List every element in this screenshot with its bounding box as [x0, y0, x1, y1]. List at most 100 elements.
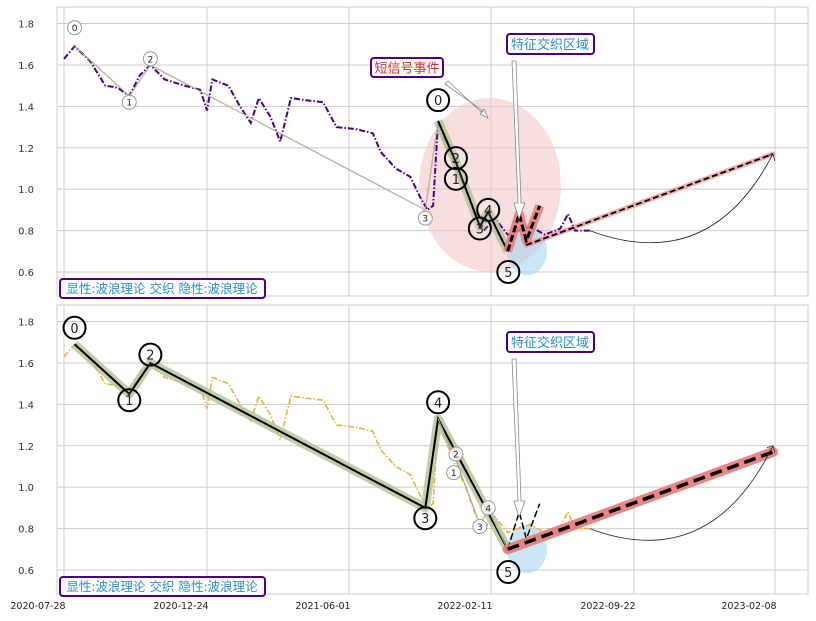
large-wave-point-label: 1 — [121, 94, 137, 110]
panel-1: 0.60.81.01.21.41.61.8 0123021435特征交织区域短信号… — [18, 6, 809, 299]
zone-arrow — [511, 60, 526, 221]
x-tick-label: 2020-07-28 — [10, 601, 65, 612]
large-wave-point-label: 0 — [67, 20, 83, 36]
event-label: 短信号事件 — [374, 62, 439, 77]
small-wave-point-label: 3 — [472, 519, 488, 535]
wave-label-circle — [496, 259, 521, 284]
y-tick-label: 0.6 — [18, 566, 34, 577]
y-tick-label: 1.8 — [18, 318, 34, 329]
legend-box-text: 显性:波浪理论 交织 隐性:波浪理论 — [66, 579, 258, 594]
large-wave-point-label: 5 — [496, 560, 521, 585]
projection-arc — [589, 445, 774, 541]
wave-label-circle — [448, 446, 464, 462]
legend-box — [59, 576, 266, 597]
wave-label-circle — [138, 342, 163, 367]
small-wave-point-label: 1 — [446, 465, 462, 481]
wave-label-text: 0 — [434, 94, 442, 109]
y-tick-label: 0.8 — [18, 227, 34, 238]
wave-label-circle — [446, 465, 462, 481]
x-tick-label: 2023-02-08 — [721, 601, 776, 612]
wave-label-circle — [443, 166, 468, 191]
y-tick-label: 1.2 — [18, 144, 34, 155]
wave-label-text: 0 — [70, 322, 78, 337]
wave-label-text: 1 — [125, 394, 133, 409]
legend-box-text: 显性:波浪理论 交织 隐性:波浪理论 — [66, 281, 258, 296]
wave-label-circle — [472, 519, 488, 535]
large-wave-point-label: 0 — [62, 315, 87, 340]
zone-label: 特征交织区域 — [511, 37, 589, 53]
wave-label-text: 4 — [485, 504, 491, 514]
y-tick-label: 0.8 — [18, 525, 34, 536]
wave-label-circle — [413, 506, 438, 531]
wave-label-text: 3 — [476, 223, 484, 238]
y-tick-label: 1.2 — [18, 442, 34, 453]
y-tick-label: 1.4 — [18, 102, 34, 113]
y-tick-label: 1.6 — [18, 61, 34, 72]
wave-label-text: 4 — [484, 204, 492, 219]
zigzag-line — [506, 205, 542, 252]
wave-label-circle — [121, 94, 137, 110]
wave-label-text: 5 — [504, 266, 512, 281]
price-line — [63, 44, 590, 236]
wave-label-text: 0 — [72, 24, 78, 34]
y-tick-label: 1.0 — [18, 483, 34, 494]
wave-label-text: 2 — [146, 349, 154, 364]
small-wave-point-label: 0 — [426, 88, 451, 113]
wave-label-text: 2 — [452, 152, 460, 167]
wave-label-circle — [117, 388, 142, 413]
panel-2: 0.6 0.8 1.0 1.2 1.4 1.6 1.8 2020-07-28 2020-12-2… — [10, 304, 809, 612]
wave-label-circle — [426, 88, 451, 113]
small-wave-point-label: 4 — [480, 500, 496, 516]
wave-label-circle — [417, 210, 433, 226]
large-wave-point-label: 1 — [117, 388, 142, 413]
large-wave-point-label: 2 — [142, 51, 158, 67]
wave-label-text: 2 — [148, 55, 154, 65]
x-tick-label: 2021-06-01 — [295, 601, 350, 612]
wave-label-circle — [467, 216, 492, 241]
wave-label-circle — [426, 390, 451, 415]
wave-label-text: 3 — [421, 512, 429, 527]
large-wave-point-label: 3 — [413, 506, 438, 531]
small-wave-point-label: 1 — [443, 166, 468, 191]
event-label-box — [370, 57, 444, 78]
wave-label-text: 3 — [422, 215, 428, 225]
y-tick-label: 1.6 — [18, 359, 34, 370]
wave-label-circle — [142, 51, 158, 67]
wave-label-circle — [480, 500, 496, 516]
y-tick-label: 0.6 — [18, 268, 34, 279]
wave-label-text: 5 — [504, 566, 512, 581]
y-tick-label: 1.4 — [18, 400, 34, 411]
small-wave-point-label: 2 — [443, 146, 468, 171]
zigzag-line — [506, 503, 541, 550]
y-tick-label: 1.0 — [18, 185, 34, 196]
projection-arc — [589, 153, 774, 244]
wave-label-circle — [443, 146, 468, 171]
large-wave-point-label: 4 — [426, 390, 451, 415]
large-wave-point-label: 2 — [138, 342, 163, 367]
wave-label-text: 1 — [451, 469, 457, 479]
large-wave-line — [73, 343, 509, 550]
zone-label: 特征交织区域 — [511, 335, 589, 351]
zone-arrow — [511, 358, 526, 519]
wave-label-text: 3 — [477, 523, 483, 533]
wave-label-text: 1 — [452, 173, 460, 188]
wave-label-text: 4 — [434, 396, 442, 411]
arc-arrowhead — [766, 153, 776, 162]
projection-line — [507, 450, 774, 551]
wave-label-text: 2 — [453, 451, 459, 461]
small-wave-point-label: 3 — [467, 216, 492, 241]
wave-label-text: 1 — [126, 99, 132, 109]
large-wave-point-label: 3 — [417, 210, 433, 226]
arc-arrowhead — [766, 445, 776, 453]
event-arrow — [444, 80, 489, 119]
legend-box — [59, 278, 266, 299]
projection-line — [525, 153, 774, 246]
zone-label-box — [506, 331, 595, 353]
wave-label-circle — [496, 560, 521, 585]
wave-label-circle — [67, 20, 83, 36]
y-tick-label: 1.8 — [18, 20, 34, 31]
x-tick-label: 2022-09-22 — [580, 601, 635, 612]
small-wave-point-label: 2 — [448, 446, 464, 462]
wave-label-circle — [62, 315, 87, 340]
